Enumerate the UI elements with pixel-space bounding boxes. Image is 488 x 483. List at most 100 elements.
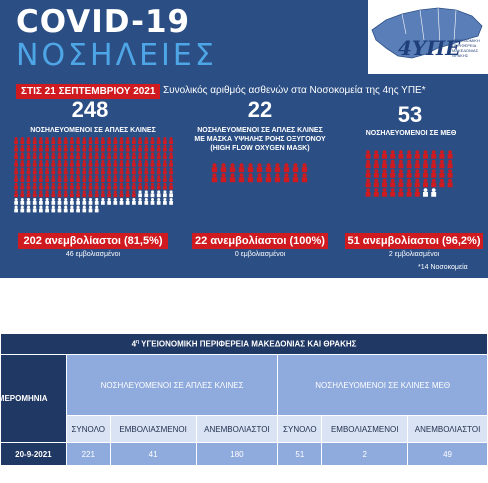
- vaccinated-person-icon: [14, 197, 18, 205]
- row-date: 20-9-2021: [0, 442, 67, 466]
- unvaccinated-person-icon: [70, 190, 74, 198]
- unvaccinated-person-icon: [431, 178, 437, 188]
- group-1-people-icons: [14, 137, 173, 213]
- unvaccinated-person-icon: [45, 175, 49, 182]
- vaccinated-person-icon: [14, 205, 18, 213]
- unvaccinated-person-icon: [26, 152, 31, 160]
- unvaccinated-person-icon: [138, 144, 142, 152]
- unvaccinated-person-icon: [414, 159, 420, 169]
- unvaccinated-person-icon: [26, 175, 31, 182]
- unvaccinated-person-icon: [26, 167, 31, 175]
- unvaccinated-person-icon: [150, 167, 155, 175]
- unvaccinated-person-icon: [39, 182, 43, 190]
- vaccinated-person-icon: [163, 197, 167, 205]
- group-1-vaccinated: 46 εμβολιασμένοι: [65, 251, 121, 258]
- unvaccinated-person-icon: [447, 150, 453, 159]
- unvaccinated-person-icon: [94, 167, 99, 175]
- unvaccinated-person-icon: [398, 159, 404, 169]
- unvaccinated-person-icon: [382, 178, 387, 188]
- unvaccinated-person-icon: [138, 167, 142, 175]
- unvaccinated-person-icon: [82, 190, 87, 198]
- unvaccinated-person-icon: [14, 144, 18, 152]
- unvaccinated-person-icon: [82, 144, 87, 152]
- unvaccinated-person-icon: [70, 175, 74, 182]
- unvaccinated-person-icon: [132, 175, 136, 182]
- unvaccinated-person-icon: [132, 167, 136, 175]
- row-cell: 51: [277, 442, 323, 466]
- unvaccinated-person-icon: [156, 182, 161, 190]
- unvaccinated-person-icon: [101, 182, 105, 190]
- unvaccinated-person-icon: [57, 137, 62, 144]
- unvaccinated-person-icon: [107, 144, 111, 152]
- unvaccinated-person-icon: [107, 137, 111, 144]
- unvaccinated-person-icon: [14, 182, 18, 190]
- unvaccinated-person-icon: [63, 167, 68, 175]
- unvaccinated-person-icon: [45, 144, 49, 152]
- unvaccinated-person-icon: [107, 152, 111, 160]
- group-2-people-icons: [211, 163, 308, 183]
- unvaccinated-person-icon: [39, 175, 43, 182]
- unvaccinated-person-icon: [94, 182, 99, 190]
- unvaccinated-person-icon: [292, 173, 299, 183]
- unvaccinated-person-icon: [138, 182, 142, 190]
- vaccinated-person-icon: [26, 197, 31, 205]
- unvaccinated-person-icon: [169, 144, 173, 152]
- unvaccinated-person-icon: [45, 137, 49, 144]
- unvaccinated-person-icon: [423, 178, 428, 188]
- unvaccinated-person-icon: [373, 150, 379, 159]
- unvaccinated-person-icon: [238, 173, 245, 183]
- unvaccinated-person-icon: [63, 190, 68, 198]
- unvaccinated-person-icon: [63, 182, 68, 190]
- unvaccinated-person-icon: [382, 169, 387, 178]
- sub-header: ΑΝΕΜΒΟΛΙΑΣΤΟΙ: [407, 415, 488, 443]
- summary-text: Συνολικός αριθμός ασθενών στα Νοσοκομεία…: [163, 85, 426, 96]
- unvaccinated-person-icon: [125, 182, 130, 190]
- unvaccinated-person-icon: [365, 178, 371, 188]
- unvaccinated-person-icon: [132, 144, 136, 152]
- row-cell: 2: [321, 442, 409, 466]
- date-header-text: ΗΜΕΡΟΜΗΝΙΑ: [0, 394, 48, 403]
- unvaccinated-person-icon: [32, 182, 37, 190]
- unvaccinated-person-icon: [82, 182, 87, 190]
- unvaccinated-person-icon: [119, 167, 124, 175]
- group-3-vaccinated: 2 εμβολιασμένοι: [388, 251, 440, 258]
- unvaccinated-person-icon: [229, 163, 236, 173]
- unvaccinated-person-icon: [163, 137, 167, 144]
- unvaccinated-person-icon: [20, 137, 25, 144]
- unvaccinated-person-icon: [274, 163, 281, 173]
- unvaccinated-person-icon: [406, 150, 412, 159]
- footnote: *14 Νοσοκομεία: [418, 264, 468, 271]
- unvaccinated-person-icon: [406, 159, 412, 169]
- infographic-subtitle: ΝΟΣΗΛΕΙΕΣ: [16, 38, 217, 73]
- unvaccinated-person-icon: [45, 190, 49, 198]
- unvaccinated-person-icon: [132, 137, 136, 144]
- table-title-superscript: η: [136, 339, 140, 346]
- unvaccinated-person-icon: [150, 182, 155, 190]
- vaccinated-person-icon: [119, 197, 124, 205]
- unvaccinated-person-icon: [32, 144, 37, 152]
- unvaccinated-person-icon: [390, 150, 396, 159]
- unvaccinated-person-icon: [156, 144, 161, 152]
- unvaccinated-person-icon: [169, 182, 173, 190]
- unvaccinated-person-icon: [144, 137, 149, 144]
- unvaccinated-person-icon: [76, 137, 80, 144]
- unvaccinated-person-icon: [88, 137, 93, 144]
- unvaccinated-person-icon: [63, 159, 68, 167]
- unvaccinated-person-icon: [365, 150, 371, 159]
- group-1-number: 248: [71, 97, 109, 122]
- unvaccinated-person-icon: [51, 175, 56, 182]
- unvaccinated-person-icon: [51, 182, 56, 190]
- unvaccinated-person-icon: [94, 144, 99, 152]
- unvaccinated-person-icon: [107, 159, 111, 167]
- unvaccinated-person-icon: [431, 159, 437, 169]
- unvaccinated-person-icon: [390, 169, 396, 178]
- unvaccinated-person-icon: [57, 144, 62, 152]
- unvaccinated-person-icon: [57, 159, 62, 167]
- unvaccinated-person-icon: [414, 150, 420, 159]
- unvaccinated-person-icon: [373, 159, 379, 169]
- vaccinated-person-icon: [82, 205, 87, 213]
- vaccinated-person-icon: [423, 188, 428, 197]
- unvaccinated-person-icon: [382, 150, 387, 159]
- unvaccinated-person-icon: [414, 178, 420, 188]
- unvaccinated-person-icon: [132, 159, 136, 167]
